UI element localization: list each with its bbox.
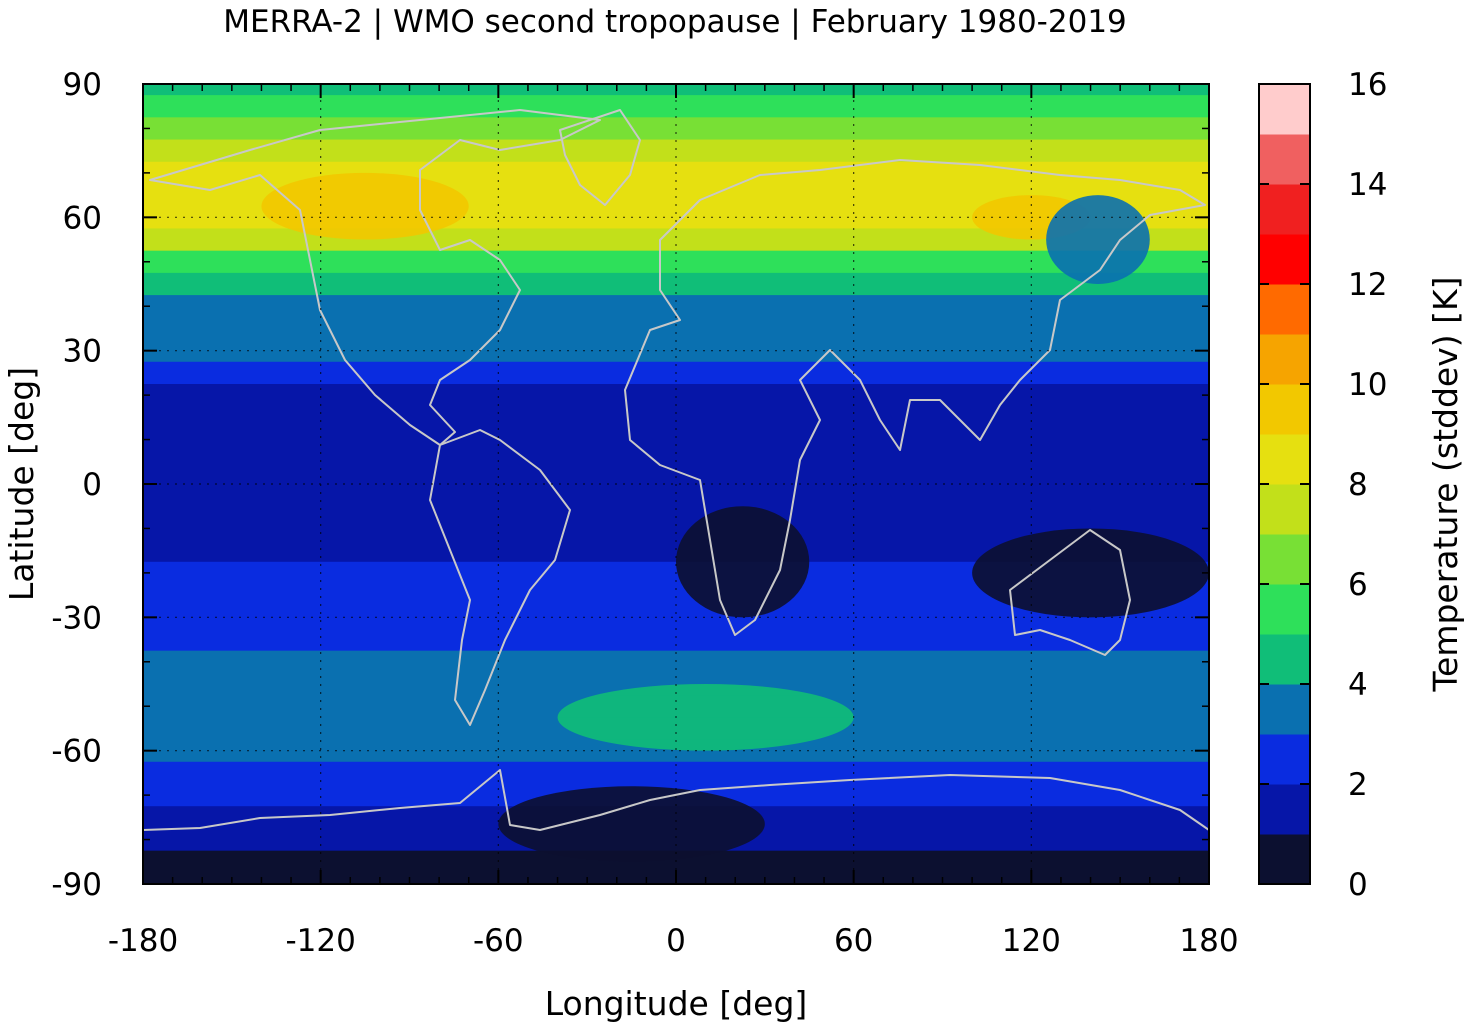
zonal-band [143, 739, 1209, 763]
colorbar-swatch [1259, 384, 1310, 435]
colorbar-tick-label: 14 [1348, 167, 1387, 203]
colorbar-swatch [1259, 834, 1310, 885]
y-tick-label: 90 [63, 67, 102, 103]
colorbar-tick-label: 16 [1348, 67, 1387, 103]
chart-title: MERRA-2 | WMO second tropopause | Februa… [223, 4, 1127, 40]
feature-max-band [261, 172, 469, 240]
zonal-band [143, 539, 1209, 563]
zonal-band [143, 317, 1209, 341]
zonal-band [143, 117, 1209, 141]
colorbar-label: Temperature (stddev) [K] [1426, 276, 1465, 692]
zonal-band [143, 450, 1209, 474]
colorbar-swatch [1259, 584, 1310, 635]
y-axis-label: Latitude [deg] [2, 367, 41, 601]
y-axis: 90 60 30 0 -30 -60 -90 [51, 67, 1209, 903]
y-tick-label: -60 [51, 734, 102, 770]
coastline-australia [1009, 529, 1131, 656]
x-tick-label: -120 [285, 923, 355, 959]
feature-southern-band [557, 684, 854, 751]
y-tick-label: -30 [51, 600, 102, 636]
colorbar: 0 2 4 6 8 10 12 14 16 [1258, 67, 1387, 903]
colorbar-swatch [1259, 84, 1310, 135]
coastline-antarctica [143, 769, 1209, 831]
x-tick-label: -60 [473, 923, 524, 959]
coastlines [143, 109, 1209, 831]
coastline-eurasia-africa [624, 159, 1206, 636]
x-tick-label: 60 [834, 923, 873, 959]
zonal-band [143, 384, 1209, 407]
colorbar-tick-label: 0 [1348, 867, 1368, 903]
colorbar-tick-label: 8 [1348, 467, 1368, 503]
zonal-band [143, 339, 1209, 363]
feature-antarctic-min [498, 786, 765, 862]
coastline-north-america [149, 109, 601, 446]
grid-lines [143, 84, 1209, 884]
feature-patches [261, 172, 1209, 862]
colorbar-tick-label: 6 [1348, 567, 1368, 603]
coastline-greenland [559, 109, 641, 206]
zonal-band [143, 650, 1209, 674]
colorbar-tick-label: 2 [1348, 767, 1368, 803]
x-tick-label: 120 [1002, 923, 1061, 959]
zonal-band [143, 295, 1209, 318]
x-axis: -180 -120 -60 0 60 120 180 [108, 84, 1239, 959]
x-axis-label: Longitude [deg] [545, 984, 808, 1023]
zonal-band [143, 95, 1209, 118]
colorbar-swatch [1259, 784, 1310, 835]
colorbar-swatch [1259, 634, 1310, 685]
x-tick-label: 180 [1179, 923, 1238, 959]
zonal-band [143, 850, 1209, 874]
coastline-south-america [429, 429, 571, 726]
colorbar-swatch [1259, 284, 1310, 335]
zonal-band [143, 406, 1209, 430]
colorbar-swatch [1259, 684, 1310, 735]
zonal-band [143, 628, 1209, 652]
zonal-band [143, 250, 1209, 274]
plot-area [143, 84, 1209, 884]
x-tick-label: 0 [666, 923, 686, 959]
colorbar-tick-label: 12 [1348, 267, 1387, 303]
colorbar-swatch [1259, 434, 1310, 485]
colorbar-swatch [1259, 734, 1310, 785]
y-tick-label: 30 [63, 334, 102, 370]
zonal-band [143, 495, 1209, 518]
colorbar-tick-label: 10 [1348, 367, 1387, 403]
colorbar-swatch [1259, 234, 1310, 285]
colorbar-swatch [1259, 134, 1310, 185]
zonal-band [143, 584, 1209, 607]
zonal-band [143, 517, 1209, 541]
feature-indo-min [972, 528, 1209, 618]
colorbar-swatch [1259, 484, 1310, 535]
y-tick-label: 60 [63, 200, 102, 236]
colorbar-swatch [1259, 534, 1310, 585]
y-tick-label: 0 [82, 467, 102, 503]
zonal-band [143, 139, 1209, 163]
x-tick-label: -180 [108, 923, 178, 959]
colorbar-swatch [1259, 184, 1310, 235]
y-tick-label: -90 [51, 867, 102, 903]
zonal-band [143, 606, 1209, 630]
colorbar-tick-label: 4 [1348, 667, 1368, 703]
colorbar-swatch [1259, 334, 1310, 385]
zonal-band [143, 428, 1209, 452]
